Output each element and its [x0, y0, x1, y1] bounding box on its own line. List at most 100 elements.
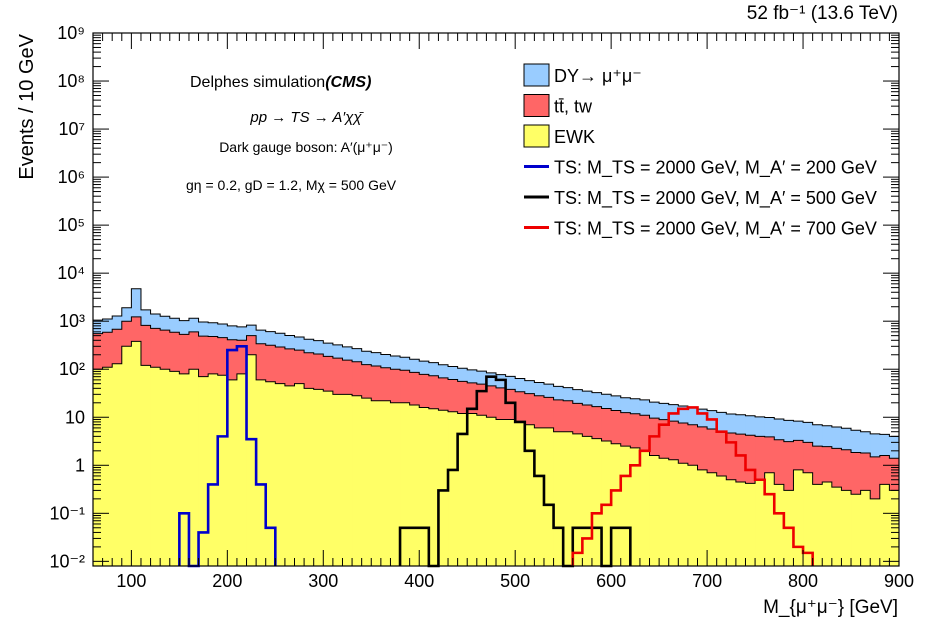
bin-EWK	[179, 373, 190, 566]
bin-EWK	[563, 431, 574, 566]
bin-EWK	[400, 402, 411, 566]
y-tick-label: 10⁶	[58, 167, 85, 187]
bin-EWK	[294, 383, 305, 566]
y-tick-label: 10³	[59, 311, 85, 331]
bin-EWK	[284, 385, 295, 566]
bin-EWK	[457, 413, 468, 566]
bin-EWK	[428, 408, 439, 566]
bin-EWK	[371, 400, 382, 566]
bin-EWK	[726, 479, 737, 566]
y-tick-label: 10⁷	[58, 119, 85, 139]
stack-EWK	[92, 340, 900, 566]
outline-DY	[92, 288, 899, 566]
bin-EWK	[553, 431, 564, 566]
bin-EWK	[275, 383, 286, 566]
process-label: pp → TS → A′χχ̄	[249, 109, 364, 126]
legend-label: TS: M_TS = 2000 GeV, M_A′ = 700 GeV	[554, 219, 877, 240]
y-tick-label: 10	[65, 407, 85, 427]
bin-EWK	[112, 363, 123, 566]
y-tick-label: 10⁻²	[49, 551, 85, 571]
bin-EWK	[342, 394, 353, 566]
x-tick-label: 700	[692, 571, 722, 591]
bin-EWK	[716, 475, 727, 566]
bin-EWK	[582, 436, 593, 566]
bin-EWK	[611, 443, 622, 566]
y-tick-label: 10⁻¹	[49, 503, 85, 523]
bin-EWK	[304, 388, 315, 566]
bin-EWK	[102, 367, 113, 566]
bin-EWK	[323, 391, 334, 566]
bin-EWK	[409, 404, 420, 566]
bin-EWK	[476, 415, 487, 566]
title-plain: Delphes simulation(CMS)	[190, 74, 371, 91]
bin-EWK	[246, 354, 257, 566]
x-tick-label: 900	[884, 571, 914, 591]
x-tick-label: 600	[596, 571, 626, 591]
legend-swatch	[523, 94, 550, 117]
bin-EWK	[649, 455, 660, 566]
legend-entry-TS_200: TS: M_TS = 2000 GeV, M_A′ = 200 GeV	[524, 158, 877, 179]
bin-EWK	[467, 413, 478, 566]
bin-EWK	[630, 447, 641, 566]
bin-EWK	[543, 427, 554, 566]
bin-EWK	[687, 465, 698, 566]
legend-entry-EWK: EWK	[523, 124, 595, 148]
x-tick-label: 300	[308, 571, 338, 591]
legend-label: EWK	[554, 127, 595, 147]
boson-label: Dark gauge boson: A′(μ⁺μ⁻)	[219, 139, 393, 155]
bin-EWK	[140, 365, 151, 566]
bin-EWK	[678, 463, 689, 566]
bin-EWK	[313, 389, 324, 566]
bin-EWK	[697, 469, 708, 566]
x-tick-label: 400	[404, 571, 434, 591]
outline-EWK	[92, 340, 899, 566]
bin-EWK	[208, 373, 219, 566]
bin-EWK	[524, 424, 535, 566]
y-tick-label: 10⁹	[57, 23, 85, 43]
bin-EWK	[841, 490, 852, 566]
bin-EWK	[831, 487, 842, 566]
signal-TS_500	[398, 375, 632, 568]
bin-EWK	[486, 417, 497, 566]
bin-EWK	[572, 433, 583, 566]
y-tick-label: 10²	[59, 359, 85, 379]
lumi-label: 52 fb⁻¹ (13.6 TeV)	[747, 3, 898, 24]
bin-EWK	[188, 369, 199, 566]
legend-label: DY→ μ⁺μ⁻	[554, 66, 642, 86]
x-tick-label: 200	[212, 571, 242, 591]
bin-EWK	[169, 371, 180, 566]
legend-swatch	[523, 124, 550, 148]
bin-EWK	[256, 379, 267, 566]
bin-EWK	[659, 458, 670, 566]
bin-EWK	[812, 484, 823, 566]
bin-EWK	[160, 369, 171, 566]
axes-layer: 100 200 300 400 500 600 700 800 900 10⁻² 10⁻¹ 1 10 10…	[49, 23, 914, 591]
bin-EWK	[150, 367, 161, 566]
bin-EWK	[131, 341, 142, 566]
x-tick-label: 100	[116, 571, 146, 591]
bin-EWK	[332, 394, 343, 566]
bin-EWK	[217, 375, 228, 566]
bin-EWK	[505, 419, 516, 566]
bin-EWK	[448, 411, 459, 566]
couplings-label: gη = 0.2, gD = 1.2, Mχ = 500 GeV	[186, 177, 397, 193]
signal-TS_700	[571, 406, 814, 566]
bin-EWK	[236, 373, 247, 566]
bin-EWK	[534, 427, 545, 566]
bin-EWK	[390, 402, 401, 566]
y-axis-label: Events / 10 GeV	[16, 33, 38, 179]
legend-label: TS: M_TS = 2000 GeV, M_A′ = 200 GeV	[554, 158, 877, 179]
bin-EWK	[860, 490, 871, 566]
y-tick-label: 10⁵	[58, 215, 85, 235]
bin-EWK	[438, 410, 449, 566]
legend-entry-ttbar_tw: tt̄, tw	[523, 94, 593, 117]
bin-EWK	[764, 472, 775, 566]
outline-ttbar_tw	[92, 316, 899, 566]
bin-EWK	[851, 494, 862, 566]
y-tick-label: 10⁸	[57, 71, 85, 91]
x-axis-label: M_{μ⁺μ⁻} [GeV]	[763, 597, 898, 618]
bin-EWK	[515, 421, 526, 566]
bin-EWK	[380, 400, 391, 566]
bin-EWK	[361, 398, 372, 566]
legend-entry-TS_500: TS: M_TS = 2000 GeV, M_A′ = 500 GeV	[524, 188, 877, 209]
